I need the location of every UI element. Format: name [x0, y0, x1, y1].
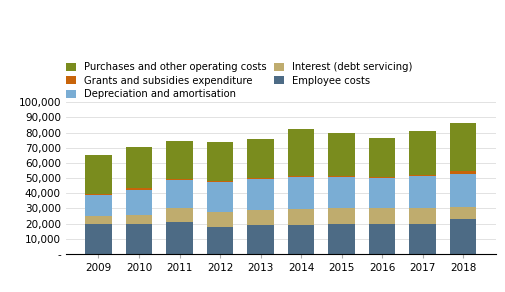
Bar — [449, 171, 475, 173]
Bar — [328, 225, 354, 254]
Bar — [449, 124, 475, 171]
Bar — [85, 224, 112, 254]
Bar — [409, 224, 435, 254]
Bar — [287, 225, 314, 254]
Bar — [247, 178, 273, 179]
Bar — [368, 178, 394, 208]
Legend: Purchases and other operating costs, Grants and subsidies expenditure, Depreciat: Purchases and other operating costs, Gra… — [66, 62, 412, 99]
Bar — [247, 139, 273, 178]
Bar — [368, 208, 394, 224]
Bar — [368, 138, 394, 177]
Bar — [409, 175, 435, 176]
Bar — [449, 219, 475, 254]
Bar — [449, 207, 475, 219]
Bar — [126, 215, 152, 224]
Bar — [126, 190, 152, 215]
Bar — [328, 133, 354, 175]
Bar — [166, 208, 192, 222]
Bar — [287, 209, 314, 225]
Bar — [207, 182, 233, 212]
Bar — [126, 188, 152, 190]
Bar — [207, 181, 233, 182]
Bar — [328, 177, 354, 208]
Bar — [85, 216, 112, 224]
Bar — [409, 131, 435, 175]
Bar — [126, 147, 152, 188]
Bar — [85, 155, 112, 194]
Bar — [287, 129, 314, 176]
Bar — [85, 194, 112, 195]
Bar — [166, 141, 192, 179]
Bar — [247, 225, 273, 254]
Bar — [368, 224, 394, 254]
Bar — [166, 180, 192, 208]
Bar — [247, 210, 273, 225]
Bar — [409, 176, 435, 208]
Bar — [287, 177, 314, 209]
Bar — [328, 175, 354, 177]
Bar — [207, 212, 233, 227]
Bar — [166, 179, 192, 180]
Bar — [207, 227, 233, 254]
Bar — [368, 177, 394, 178]
Bar — [207, 142, 233, 181]
Bar — [328, 208, 354, 225]
Bar — [85, 195, 112, 216]
Bar — [247, 179, 273, 210]
Bar — [126, 224, 152, 254]
Bar — [166, 222, 192, 254]
Bar — [287, 176, 314, 177]
Bar — [449, 173, 475, 207]
Bar — [409, 208, 435, 224]
